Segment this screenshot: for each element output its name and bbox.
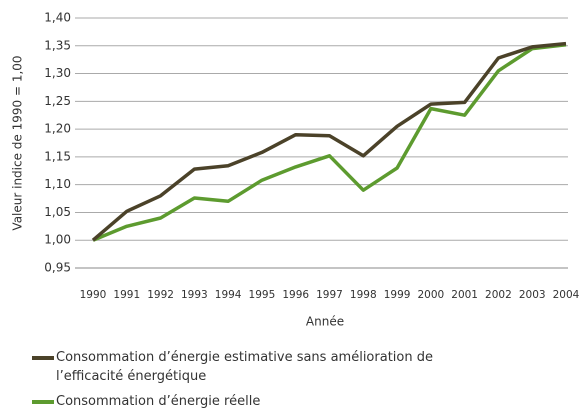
- series-line: [92, 42, 567, 242]
- legend-item: Consommation d’énergie estimative sans a…: [32, 348, 492, 386]
- y-tick-label: 1,35: [44, 38, 71, 52]
- x-tick-label: 2004: [553, 289, 580, 301]
- x-tick-label: 1995: [249, 289, 276, 301]
- x-tick-label: 1999: [384, 289, 411, 301]
- x-tick-label: 1993: [181, 289, 208, 301]
- x-axis-title: Année: [306, 315, 344, 329]
- legend: Consommation d’énergie estimative sans a…: [32, 348, 492, 417]
- x-tick-label: 1997: [316, 289, 343, 301]
- y-tick-label: 0,95: [44, 261, 71, 275]
- x-tick-label: 1994: [215, 289, 242, 301]
- y-tick-label: 1,25: [44, 94, 71, 108]
- x-tick-label: 2001: [451, 289, 478, 301]
- x-tick-label: 1990: [80, 289, 107, 301]
- legend-label: Consommation d’énergie réelle: [56, 394, 261, 409]
- chart: Valeur indice de 1990 = 1,00 Année 0,95 1…: [11, 11, 580, 329]
- legend-swatch: [32, 356, 54, 360]
- y-tick-label: 1,40: [44, 11, 71, 25]
- y-tick-label: 1,30: [44, 66, 71, 80]
- x-tick-label: 1998: [350, 289, 377, 301]
- y-tick-label: 1,10: [44, 177, 71, 191]
- x-tick-label: 2003: [519, 289, 546, 301]
- y-tick-label: 1,00: [44, 233, 71, 247]
- x-tick-label: 1992: [147, 289, 174, 301]
- legend-label: Consommation d’énergie estimative sans a…: [56, 350, 433, 384]
- y-axis-title: Valeur indice de 1990 = 1,00: [11, 55, 25, 230]
- legend-item: Consommation d’énergie réelle: [32, 392, 492, 411]
- x-tick-label: 1991: [113, 289, 140, 301]
- y-tick-label: 1,15: [44, 149, 71, 163]
- series-line: [91, 41, 567, 242]
- x-tick-label: 1996: [282, 289, 309, 301]
- x-tick-label: 2000: [417, 289, 444, 301]
- x-tick-label: 2002: [485, 289, 512, 301]
- y-tick-label: 1,20: [44, 122, 71, 136]
- legend-swatch: [32, 400, 54, 404]
- y-tick-label: 1,05: [44, 205, 71, 219]
